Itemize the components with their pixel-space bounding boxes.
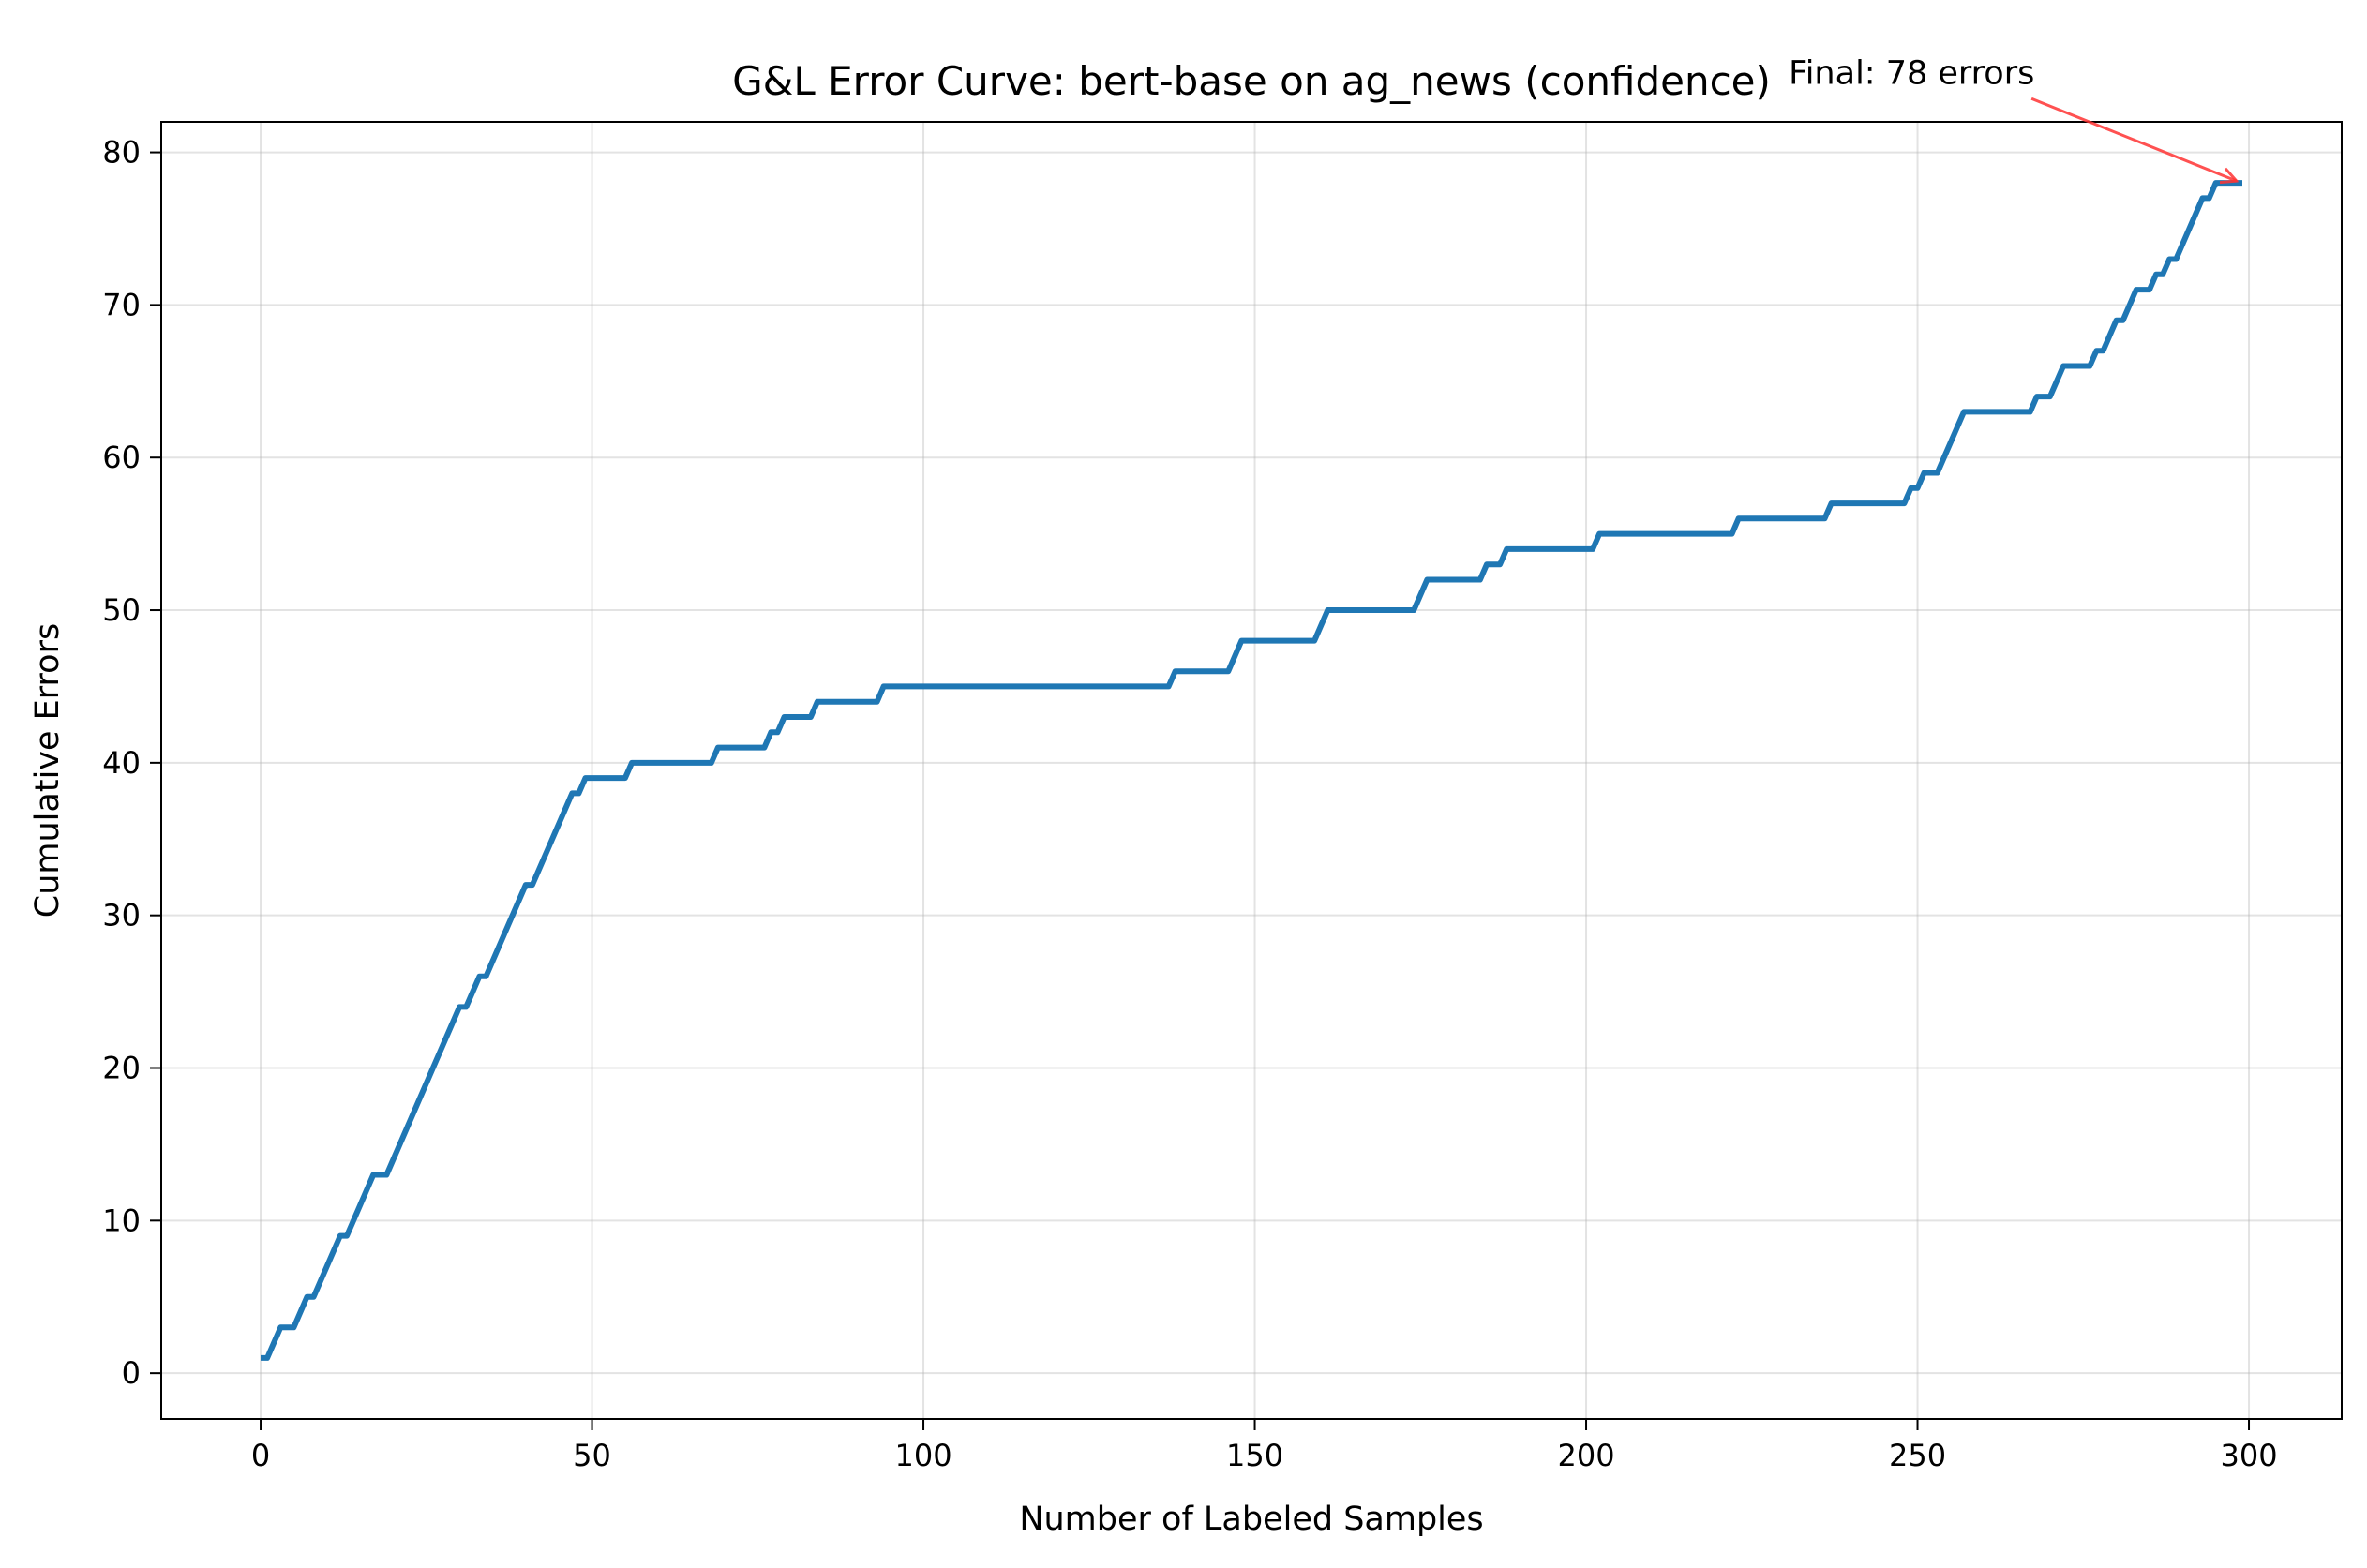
annotation-layer: Final: 78 errors [1789, 54, 2237, 181]
x-tick-label: 300 [2220, 1438, 2277, 1473]
y-tick-label: 50 [102, 592, 141, 628]
x-tick-label: 100 [895, 1438, 952, 1473]
cumulative-errors-line [261, 180, 2242, 1361]
y-tick-label: 0 [122, 1355, 141, 1391]
y-tick-label: 30 [102, 898, 141, 933]
x-tick-label: 150 [1226, 1438, 1283, 1473]
plot-frame [160, 121, 2343, 1420]
y-tick-label: 80 [102, 135, 141, 171]
final-errors-annotation: Final: 78 errors [1789, 54, 2034, 92]
x-tick-label: 0 [251, 1438, 270, 1473]
x-axis-label: Number of Labeled Samples [1019, 1501, 1483, 1538]
y-tick-label: 60 [102, 440, 141, 475]
gridlines [161, 122, 2342, 1419]
chart-title: G&L Error Curve: bert-base on ag_news (c… [732, 58, 1771, 104]
x-tick-label: 50 [573, 1438, 611, 1473]
series-layer [261, 180, 2242, 1361]
y-tick-label: 10 [102, 1202, 141, 1238]
x-tick-label: 250 [1889, 1438, 1946, 1473]
x-tick-label: 200 [1557, 1438, 1614, 1473]
axis-ticks: 0 50 100 150 200 250 300 0 10 20 30 40 50 60 70 80 [102, 135, 2277, 1473]
annotation-arrow [2030, 97, 2237, 181]
y-tick-label: 70 [102, 287, 141, 322]
y-axis-label: Cumulative Errors [29, 623, 67, 918]
y-tick-label: 20 [102, 1051, 141, 1086]
y-tick-label: 40 [102, 745, 141, 781]
